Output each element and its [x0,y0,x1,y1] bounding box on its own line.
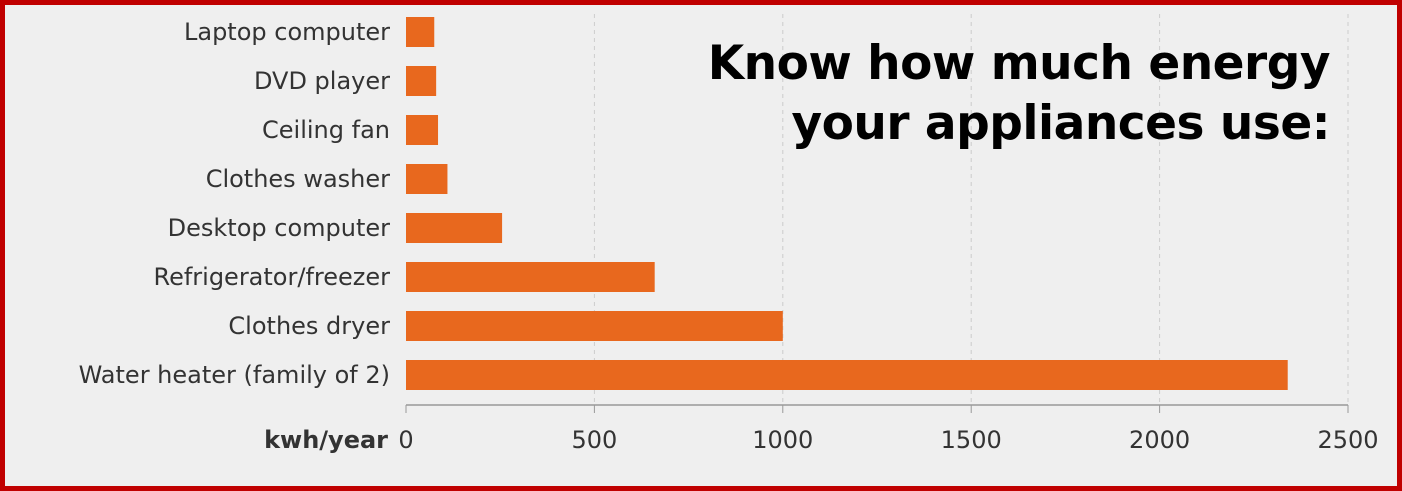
category-label: Clothes washer [206,165,390,193]
category-label: Desktop computer [168,214,390,242]
x-tick-label: 2000 [1129,426,1190,454]
category-label: Ceiling fan [262,116,390,144]
x-tick-label: 1000 [752,426,813,454]
x-tick-label: 1500 [941,426,1002,454]
bar [406,115,439,145]
x-tick-label: 0 [398,426,413,454]
category-label: Laptop computer [184,18,390,46]
bar [406,311,783,341]
bar [406,360,1288,390]
headline: Know how much energy your appliances use… [707,34,1331,154]
bar [406,262,655,292]
x-tick-label: 2500 [1317,426,1378,454]
bar [406,213,503,243]
bar [406,17,435,47]
category-label: Refrigerator/freezer [153,263,390,291]
category-label: Clothes dryer [228,312,390,340]
x-tick-label: 500 [571,426,617,454]
bar [406,164,448,194]
headline-line-1: Know how much energy [707,36,1331,91]
category-label: DVD player [254,67,390,95]
category-label: Water heater (family of 2) [79,361,390,389]
bar [406,66,437,96]
headline-line-2: your appliances use: [791,96,1330,151]
x-axis-label: kwh/year [264,426,388,454]
